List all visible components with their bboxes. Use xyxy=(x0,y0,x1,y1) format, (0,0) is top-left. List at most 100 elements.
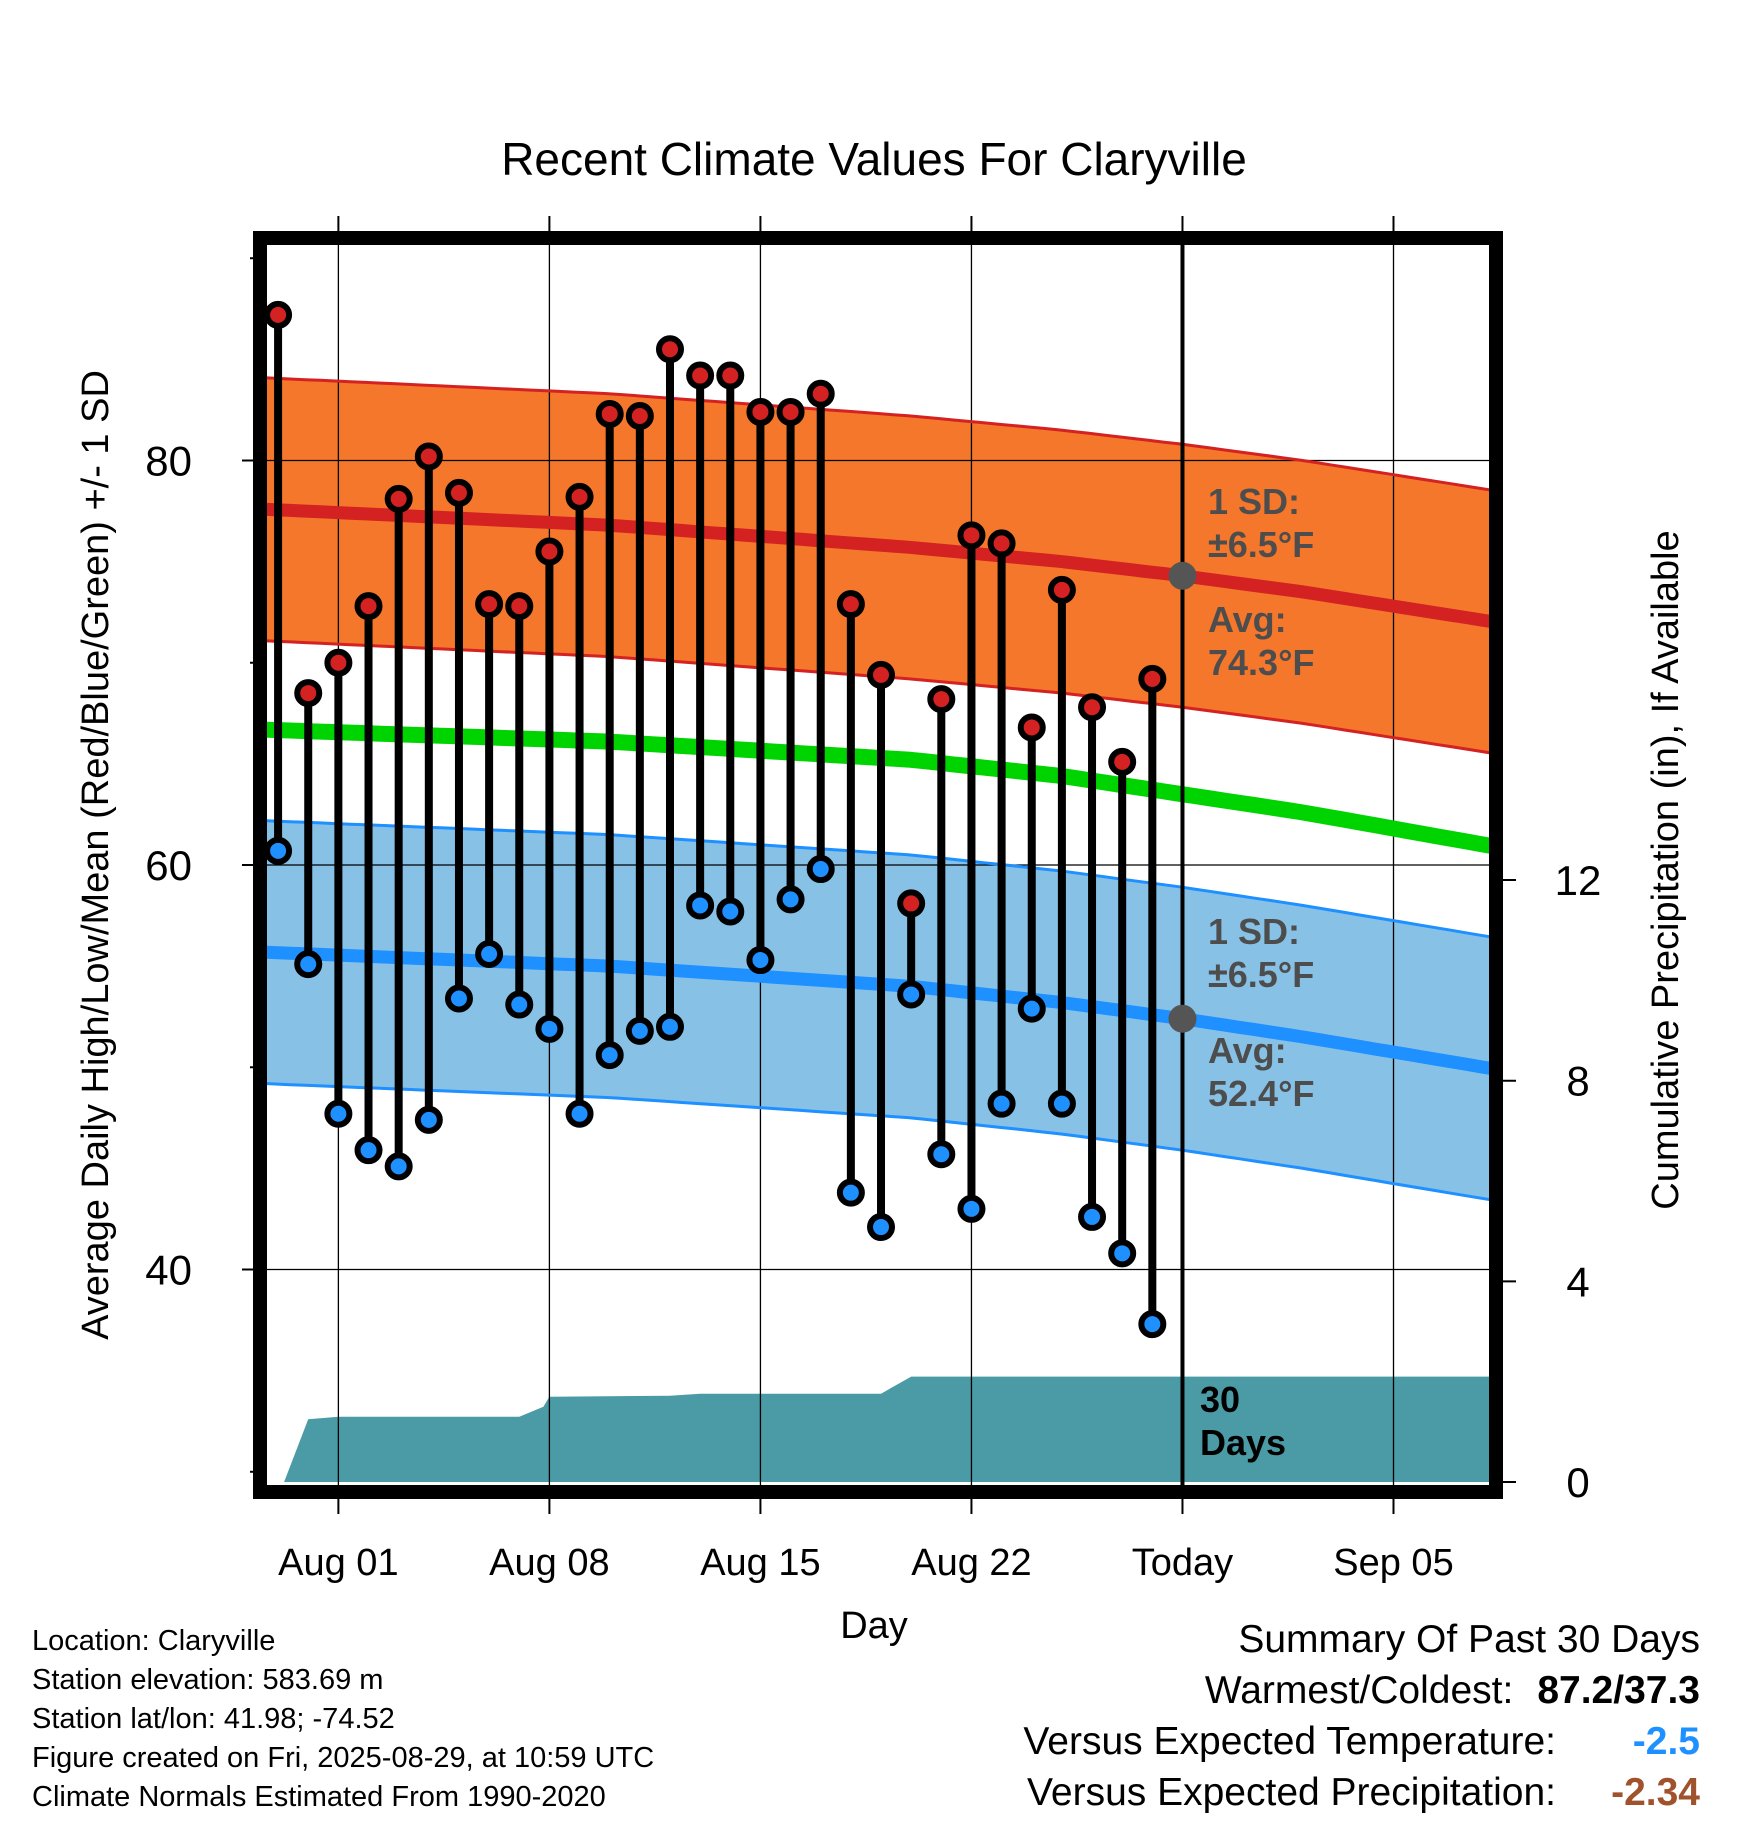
y2-tick-label: 8 xyxy=(1566,1058,1589,1105)
daily-high-point xyxy=(746,397,775,426)
daily-high-point xyxy=(1078,693,1107,722)
temp-anomaly-value: -2.5 xyxy=(1632,1720,1700,1763)
daily-high-point xyxy=(565,482,594,511)
temp-anomaly-label: Versus Expected Temperature: xyxy=(1023,1720,1556,1763)
daily-low-point xyxy=(957,1194,986,1223)
low-sd-label: 1 SD: xyxy=(1208,911,1300,952)
daily-low-point xyxy=(987,1089,1016,1118)
daily-high-point xyxy=(384,484,413,513)
daily-high-point xyxy=(655,335,684,364)
daily-low-point xyxy=(444,984,473,1013)
daily-high-point xyxy=(475,590,504,619)
x-axis-label: Day xyxy=(840,1605,908,1647)
daily-low-point xyxy=(806,855,835,884)
high-sd-label: 1 SD: xyxy=(1208,481,1300,522)
daily-low-point xyxy=(535,1014,564,1043)
summary-panel: Summary Of Past 30 Days Warmest/Coldest:… xyxy=(1023,1614,1700,1818)
climate-normals-note: Climate Normals Estimated From 1990-2020 xyxy=(32,1781,606,1813)
daily-low-point xyxy=(1047,1089,1076,1118)
daily-high-point xyxy=(927,685,956,714)
today-high-avg-marker xyxy=(1168,561,1197,590)
high-band-upper-edge xyxy=(267,376,1489,492)
daily-low-point xyxy=(776,885,805,914)
summary-warm-cold: Warmest/Coldest: 87.2/37.3 xyxy=(1023,1665,1700,1716)
daily-low-point xyxy=(505,990,534,1019)
daily-low-point xyxy=(384,1152,413,1181)
daily-high-point xyxy=(294,679,323,708)
y-axis-label: Average Daily High/Low/Mean (Red/Blue/Gr… xyxy=(75,370,117,1340)
warm-cold-value: 87.2/37.3 xyxy=(1537,1669,1700,1712)
y2-tick-label: 12 xyxy=(1555,857,1602,904)
y-tick-label: 80 xyxy=(145,437,192,484)
daily-high-point xyxy=(836,590,865,619)
station-elevation: Station elevation: 583.69 m xyxy=(32,1664,384,1696)
daily-high-point xyxy=(867,660,896,689)
low-sd-value: ±6.5°F xyxy=(1208,954,1314,995)
high-avg-label: Avg: xyxy=(1208,599,1287,640)
x-tick-label: Aug 15 xyxy=(700,1542,820,1584)
normal-high-line xyxy=(267,502,1489,628)
daily-high-point xyxy=(595,399,624,428)
x-tick-label: Aug 08 xyxy=(489,1542,609,1584)
daily-low-point xyxy=(867,1213,896,1242)
daily-high-point xyxy=(267,300,293,329)
station-location: Location: Claryville xyxy=(32,1625,276,1657)
daily-low-point xyxy=(927,1140,956,1169)
daily-low-point xyxy=(716,897,745,926)
daily-high-point xyxy=(354,592,383,621)
summary-heading: Summary Of Past 30 Days xyxy=(1238,1618,1700,1661)
daily-low-point xyxy=(836,1178,865,1207)
daily-high-point xyxy=(1108,747,1137,776)
daily-low-point xyxy=(595,1041,624,1070)
daily-low-point xyxy=(414,1105,443,1134)
days-count: 30 xyxy=(1200,1379,1240,1420)
high-sd-value: ±6.5°F xyxy=(1208,524,1314,565)
chart-title: Recent Climate Values For Claryville xyxy=(501,133,1247,185)
daily-low-point xyxy=(897,980,926,1009)
daily-high-point xyxy=(1017,713,1046,742)
y-tick-label: 40 xyxy=(145,1247,192,1294)
daily-low-point xyxy=(354,1136,383,1165)
daily-low-point xyxy=(1017,994,1046,1023)
y2-axis-label: Cumulative Precipitation (in), If Availa… xyxy=(1645,530,1687,1209)
daily-low-point xyxy=(294,950,323,979)
summary-temperature: Versus Expected Temperature: -2.5 xyxy=(1023,1716,1700,1767)
today-low-avg-marker xyxy=(1168,1004,1197,1033)
daily-low-point xyxy=(746,946,775,975)
daily-high-point xyxy=(1138,664,1167,693)
low-avg-value: 52.4°F xyxy=(1208,1073,1314,1114)
station-info: Location: Claryville Station elevation: … xyxy=(32,1622,654,1817)
daily-high-point xyxy=(535,537,564,566)
daily-high-point xyxy=(324,648,353,677)
daily-low-point xyxy=(475,939,504,968)
x-tick-label: Sep 05 xyxy=(1333,1542,1453,1584)
daily-high-point xyxy=(806,379,835,408)
daily-low-point xyxy=(686,891,715,920)
x-tick-label: Today xyxy=(1132,1542,1233,1584)
daily-high-point xyxy=(987,529,1016,558)
daily-high-point xyxy=(716,361,745,390)
plot-area xyxy=(267,245,1489,1485)
daily-high-point xyxy=(505,592,534,621)
station-latlon: Station lat/lon: 41.98; -74.52 xyxy=(32,1703,395,1735)
daily-low-point xyxy=(1078,1202,1107,1231)
daily-low-point xyxy=(1108,1239,1137,1268)
y-tick-label: 60 xyxy=(145,842,192,889)
x-tick-label: Aug 22 xyxy=(911,1542,1031,1584)
daily-high-point xyxy=(957,521,986,550)
high-avg-value: 74.3°F xyxy=(1208,642,1314,683)
warm-cold-label: Warmest/Coldest: xyxy=(1204,1669,1514,1712)
low-avg-label: Avg: xyxy=(1208,1030,1287,1071)
daily-high-point xyxy=(776,397,805,426)
daily-low-point xyxy=(267,836,293,865)
daily-low-point xyxy=(655,1012,684,1041)
daily-low-point xyxy=(1138,1310,1167,1339)
daily-high-point xyxy=(897,889,926,918)
daily-low-point xyxy=(324,1099,353,1128)
daily-high-point xyxy=(686,361,715,390)
axes: 40 60 80 0 4 8 12 Aug 01 Aug 08 Aug 15 Aug 22 Today… xyxy=(145,216,1601,1584)
daily-high-point xyxy=(1047,575,1076,604)
daily-low-point xyxy=(565,1099,594,1128)
precipitation-area xyxy=(267,1376,1489,1482)
